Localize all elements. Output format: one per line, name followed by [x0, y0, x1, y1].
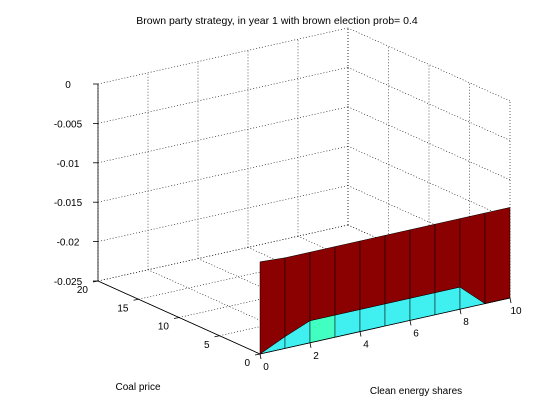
y-axis-label: Coal price [115, 382, 160, 393]
surface-face-high [409, 223, 436, 299]
surface-face-high [309, 246, 336, 322]
x-tick-mark [259, 353, 262, 360]
x-tick-mark [509, 297, 512, 304]
surface-face-high [384, 229, 411, 305]
x-tick-mark [359, 331, 362, 337]
x-tick-label: 6 [413, 328, 419, 339]
z-tick-label: -0.02 [57, 238, 80, 249]
y-tick-label: 15 [117, 303, 129, 314]
surface [97, 207, 511, 355]
grid-line [347, 106, 511, 181]
x-tick-label: 0 [263, 362, 269, 373]
x-tick-mark [459, 309, 462, 315]
x-axis-line [259, 297, 511, 355]
x-tick-mark [409, 320, 412, 326]
x-tick-mark [309, 342, 312, 348]
z-tick-label: -0.005 [54, 119, 83, 130]
grid-line [97, 67, 349, 124]
y-tick-mark [133, 298, 139, 301]
grid-line [97, 185, 349, 242]
grid-line [97, 224, 349, 282]
x-tick-label: 10 [510, 306, 522, 317]
grid-line [97, 145, 349, 203]
y-tick-label: 5 [204, 340, 210, 351]
y-tick-mark [214, 335, 220, 338]
z-tick-label: 0 [65, 80, 71, 91]
x-tick-label: 4 [363, 340, 369, 351]
grid-line [97, 106, 349, 164]
y-tick-mark [173, 317, 180, 319]
y-tick-mark [254, 353, 261, 356]
z-tick-label: -0.025 [54, 277, 83, 288]
x-axis-label: Clean energy shares [370, 386, 462, 397]
surface-face-high [359, 235, 386, 310]
z-tick-label: -0.01 [57, 159, 80, 170]
x-tick-label: 2 [313, 351, 319, 362]
axes [92, 83, 512, 360]
z-tick-label: -0.015 [54, 198, 83, 209]
x-tick-label: 8 [463, 317, 469, 328]
chart-title: Brown party strategy, in year 1 with bro… [136, 15, 418, 27]
y-tick-label: 0 [244, 358, 250, 369]
y-tick-label: 20 [77, 285, 89, 296]
surface-face-high [334, 240, 361, 316]
y-tick-label: 10 [158, 322, 170, 333]
grid-line [97, 27, 349, 85]
tick-labels: 0 2 4 6 8 10 0 5 10 15 20 0 -0.005 -0.01 -0.015 -0.02 -0… [54, 80, 522, 373]
surface-face-high [434, 218, 461, 294]
surface-face-high [484, 207, 511, 304]
